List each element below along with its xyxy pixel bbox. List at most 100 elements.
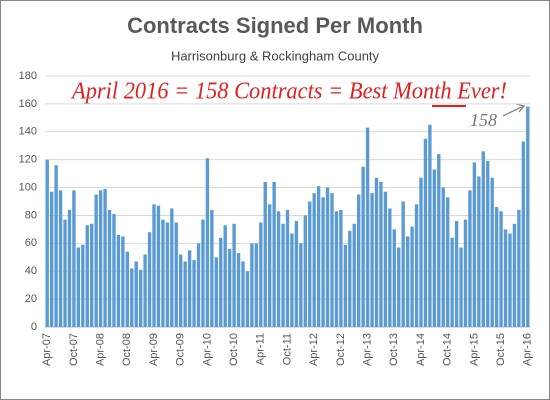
bar <box>486 161 490 327</box>
bar <box>227 248 232 327</box>
x-tick-label: Oct-09 <box>175 333 187 366</box>
bar <box>76 247 81 327</box>
y-tick-label: 180 <box>19 70 37 82</box>
bar <box>112 214 116 327</box>
bar <box>285 209 290 327</box>
bar <box>357 194 361 327</box>
chart-subtitle: Harrisonburg & Rockingham County <box>171 48 380 63</box>
bar <box>152 204 156 327</box>
bar <box>303 215 307 327</box>
bar <box>388 208 392 327</box>
bar <box>397 247 401 327</box>
annotation: 158 <box>470 110 497 130</box>
bar <box>508 233 512 327</box>
bar <box>63 219 67 327</box>
bar <box>156 205 161 327</box>
bar <box>370 193 374 327</box>
bar <box>405 236 410 327</box>
bar <box>503 229 508 327</box>
bar <box>410 226 414 327</box>
bar <box>116 234 121 327</box>
bar <box>312 193 316 327</box>
bar <box>334 211 339 327</box>
bar <box>214 257 218 327</box>
bar <box>223 225 227 327</box>
x-tick-label: Apr-09 <box>148 333 160 366</box>
bar <box>241 261 245 327</box>
bar <box>143 254 147 327</box>
bar <box>94 194 98 327</box>
bar <box>250 243 254 327</box>
bar <box>299 243 303 327</box>
bar <box>263 181 267 327</box>
bar <box>219 237 223 327</box>
bar <box>468 190 472 327</box>
bar <box>98 190 103 327</box>
y-tick-label: 160 <box>19 98 37 110</box>
bar <box>85 225 89 327</box>
bar <box>526 106 530 327</box>
bar <box>130 268 134 327</box>
bar <box>268 204 272 327</box>
bar <box>232 223 236 327</box>
bar <box>254 243 259 327</box>
y-tick-label: 120 <box>19 154 37 166</box>
bar <box>121 236 125 327</box>
y-tick-label: 0 <box>31 321 37 333</box>
bar <box>308 201 312 327</box>
bar <box>134 261 138 327</box>
bar <box>330 193 334 327</box>
x-tick-label: Apr-15 <box>468 333 480 366</box>
bar <box>245 271 250 327</box>
arrow <box>502 103 526 117</box>
bar <box>174 222 178 327</box>
bar <box>259 222 263 327</box>
bar <box>165 222 170 327</box>
bar <box>392 229 396 327</box>
bar <box>147 232 152 327</box>
y-tick-label: 40 <box>25 265 37 277</box>
x-tick-label: Apr-10 <box>201 333 213 366</box>
bar <box>365 127 370 327</box>
bar <box>58 190 63 327</box>
bar <box>272 181 276 327</box>
bar <box>290 233 294 327</box>
bar <box>432 169 437 327</box>
bar <box>361 166 365 327</box>
x-tick-label: Apr-11 <box>255 333 267 365</box>
bar <box>187 250 192 327</box>
bar <box>450 237 454 327</box>
bar <box>414 204 419 327</box>
y-tick-label: 100 <box>19 181 37 193</box>
bar <box>281 223 285 327</box>
x-tick-label: Apr-08 <box>95 333 107 366</box>
bar <box>161 219 165 327</box>
bar <box>379 181 383 327</box>
bar <box>67 209 72 327</box>
bar <box>276 211 281 327</box>
bar <box>352 223 356 327</box>
bar <box>294 221 299 327</box>
x-tick-label: Oct-07 <box>68 333 80 366</box>
x-tick-label: Oct-15 <box>495 333 507 366</box>
bar <box>196 243 201 327</box>
x-tick-label: Oct-14 <box>442 333 454 366</box>
bar <box>517 209 521 327</box>
x-tick-label: Oct-10 <box>228 333 240 366</box>
x-tick-label: Oct-08 <box>121 333 133 366</box>
bar <box>343 244 348 327</box>
bar <box>437 154 441 327</box>
bar <box>81 244 85 327</box>
bar <box>459 247 463 327</box>
bar <box>183 261 187 327</box>
bar <box>125 251 130 327</box>
annotation: April 2016 = 158 Contracts = Best Month … <box>70 79 507 105</box>
bar <box>170 208 174 327</box>
bar <box>401 201 405 327</box>
x-tick-label: Oct-12 <box>335 333 347 366</box>
bar <box>512 223 517 327</box>
bar <box>472 162 477 327</box>
x-tick-label: Apr-12 <box>308 333 320 366</box>
bar <box>201 219 205 327</box>
